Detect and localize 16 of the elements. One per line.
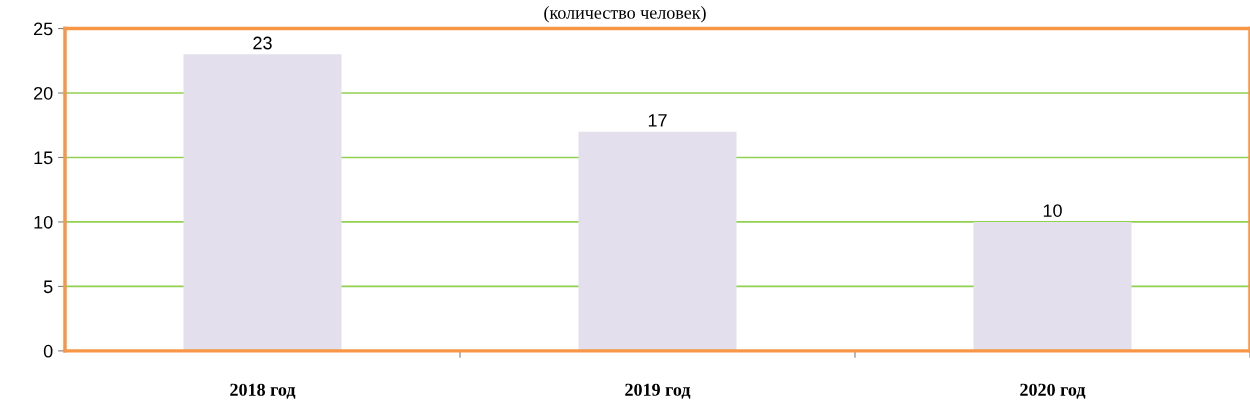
bar [578, 131, 737, 351]
chart-title: (количество человек) [544, 6, 706, 23]
y-tick-label: 10 [34, 215, 53, 229]
data-label: 17 [648, 114, 667, 127]
y-tick-label: 5 [43, 280, 53, 294]
data-label: 23 [253, 36, 272, 50]
bar [973, 221, 1132, 351]
x-tick-label: 2018 год [230, 383, 296, 399]
x-tick-label: 2020 год [1020, 383, 1086, 399]
data-label: 10 [1043, 204, 1062, 217]
x-tick-label: 2019 год [625, 383, 691, 399]
y-tick-label: 20 [34, 86, 53, 100]
y-tick-label: 25 [34, 22, 53, 36]
y-tick-label: 15 [34, 151, 53, 165]
y-tick-label: 0 [43, 344, 53, 358]
bar [183, 54, 342, 351]
